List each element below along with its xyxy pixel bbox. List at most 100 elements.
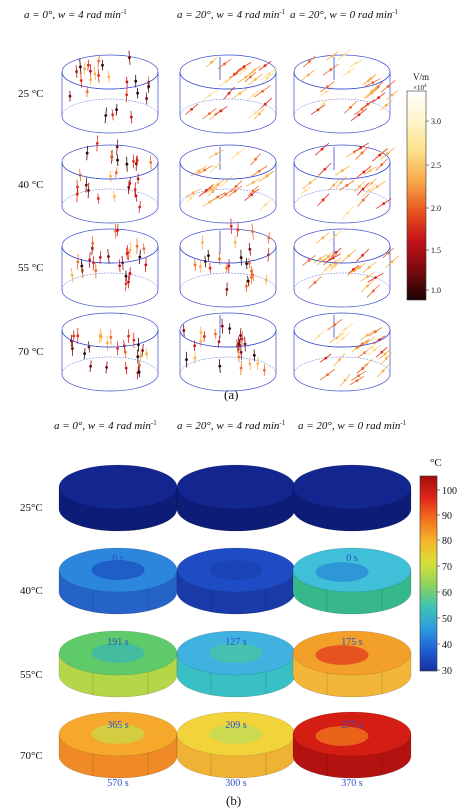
field-arrow-head <box>264 203 268 206</box>
field-arrow-head <box>208 112 211 116</box>
panel-a-row-label-40: 40 °C <box>18 179 44 191</box>
field-arrow-head <box>109 335 113 339</box>
field-arrow-head <box>320 147 324 151</box>
colorbar-a-tick: 3.0 <box>431 117 441 126</box>
field-arrow-head <box>105 341 109 345</box>
disk-hotspot <box>209 643 263 663</box>
cylinder-bottom-edge <box>293 205 391 224</box>
field-arrow-head <box>185 358 188 362</box>
cylinder-bottom-back-edge <box>293 272 391 291</box>
colorbar-a-exponent: ×104 <box>413 84 427 92</box>
field-arrow-head <box>145 97 149 100</box>
field-arrow-head <box>249 75 252 79</box>
field-arrow-head <box>347 70 351 74</box>
field-arrow-head <box>236 151 240 155</box>
field-arrow-head <box>70 273 74 277</box>
panel-b-column-headers: a = 0°, w = 4 rad min-1 a = 20°, w = 4 r… <box>54 419 407 432</box>
field-arrow-head <box>85 90 89 94</box>
temperature-disk <box>58 547 178 615</box>
field-arrow-head <box>308 181 312 185</box>
field-arrow-head <box>375 185 379 189</box>
colorbar-a-tick: 2.0 <box>431 204 441 213</box>
field-arrow-head <box>386 84 390 88</box>
field-arrow-head <box>324 90 328 94</box>
field-arrow-head <box>233 189 237 193</box>
field-arrow-head <box>243 342 247 346</box>
field-arrow-head <box>83 352 87 355</box>
field-arrow-head <box>313 281 317 284</box>
field-arrow-head <box>360 342 364 346</box>
field-arrow-head <box>366 275 369 279</box>
cylinder-bottom-back-edge <box>61 272 159 291</box>
field-arrow-head <box>112 195 116 198</box>
field-arrow-head <box>339 181 343 184</box>
field-arrow-head <box>149 160 153 164</box>
time-label: 277 s <box>341 720 363 731</box>
field-arrow-head <box>251 180 255 184</box>
field-arrow-head <box>225 179 229 183</box>
panel-b-row-label-55: 55°C <box>20 669 43 681</box>
panel-b-header-1: a = 0°, w = 4 rad min-1 <box>54 419 157 432</box>
field-arrow-head <box>251 273 255 277</box>
colorbar-a-tick: 1.0 <box>431 286 441 295</box>
disk-hotspot <box>91 643 145 663</box>
field-arrow-head <box>144 263 148 267</box>
temperature-disk <box>58 711 178 779</box>
field-arrow-head <box>224 80 228 83</box>
panel-a-row-label-55: 55 °C <box>18 262 44 274</box>
field-cylinder <box>179 144 277 224</box>
colorbar-a-bar <box>406 90 427 301</box>
field-arrow-head <box>257 112 261 116</box>
field-arrow-head <box>381 369 385 373</box>
field-arrow-head <box>359 146 363 150</box>
field-arrow-head <box>370 181 373 185</box>
cylinder-bottom-back-edge <box>293 356 391 375</box>
cylinder-bottom-back-edge <box>179 272 277 291</box>
temperature-disk <box>292 547 412 615</box>
field-arrow-head <box>87 188 90 192</box>
colorbar-b-tick: 40 <box>442 640 452 651</box>
field-arrow-head <box>89 78 92 82</box>
panel-a-field-cylinders <box>61 49 400 392</box>
field-arrow-head <box>326 373 329 376</box>
field-arrow-head <box>253 68 256 72</box>
panel-a-header-1: a = 0°, w = 4 rad min-1 <box>24 8 127 21</box>
field-arrow-head <box>254 78 257 81</box>
temperature-disk <box>58 630 178 698</box>
colorbar-b-tick: 60 <box>442 588 452 599</box>
field-arrow-head <box>234 184 238 188</box>
field-arrow-head <box>136 355 140 359</box>
field-arrow-head <box>266 174 269 177</box>
field-arrow-head <box>371 289 375 293</box>
field-arrow-head <box>76 185 79 189</box>
colorbar-a-tick: 1.5 <box>431 246 441 255</box>
field-arrow-head <box>355 379 359 383</box>
panel-b-time-labels: 0 s 0 s 0 s 191 s 127 s 175 s 365 s 209 … <box>107 553 363 789</box>
field-arrow-head <box>323 167 327 171</box>
field-arrow-head <box>331 256 335 260</box>
field-arrow-head <box>361 198 365 202</box>
cylinder-bottom-back-edge <box>293 188 391 207</box>
cylinder-top-front-edge <box>293 161 391 180</box>
colorbar-b-tick: 80 <box>442 536 452 547</box>
field-arrow-head <box>380 350 384 354</box>
field-arrow-head <box>245 284 248 288</box>
field-arrow-head <box>88 258 92 262</box>
field-arrow-head <box>138 255 142 259</box>
field-arrow-head <box>225 287 229 291</box>
field-arrow-head <box>225 266 229 270</box>
field-arrow-head <box>257 169 261 173</box>
field-arrow-head <box>371 89 374 93</box>
field-arrow-head <box>236 228 240 232</box>
panel-a-row-label-70: 70 °C <box>18 346 44 358</box>
field-arrow-head <box>79 79 83 82</box>
panel-b-caption: (b) <box>226 793 241 808</box>
field-arrow-head <box>217 340 221 344</box>
field-cylinder <box>61 135 159 224</box>
field-arrow-head <box>254 157 257 161</box>
time-label: 300 s <box>225 778 247 789</box>
field-arrow-head <box>361 253 365 257</box>
field-arrow-head <box>317 334 321 338</box>
field-arrow-head <box>128 56 131 60</box>
